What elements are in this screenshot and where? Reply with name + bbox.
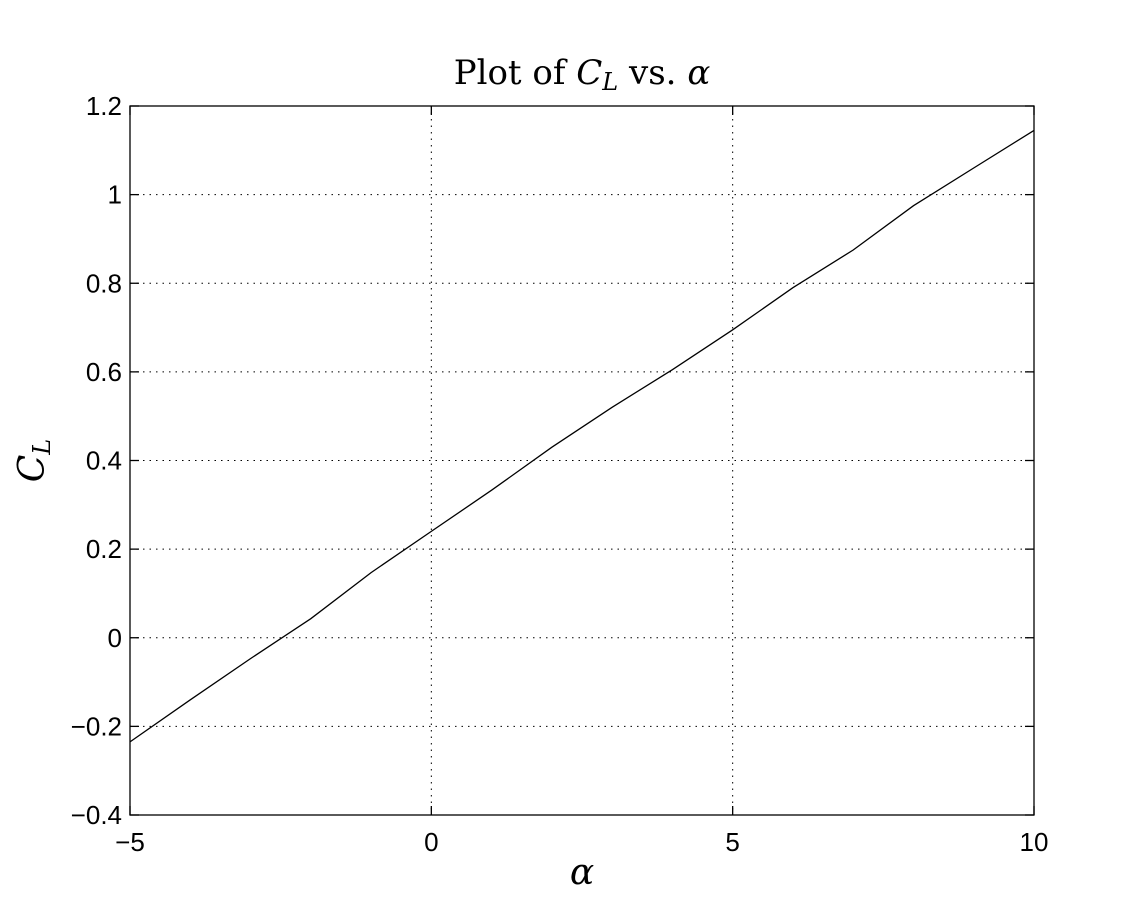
- title-middle: vs.: [618, 53, 687, 93]
- y-tick-label: 0: [108, 623, 122, 653]
- y-tick-label: −0.2: [71, 711, 122, 741]
- y-axis-label-sub: L: [28, 439, 56, 456]
- tick-layer: [129, 105, 1035, 816]
- x-tick-label: 5: [725, 827, 739, 857]
- x-tick-label: −5: [115, 827, 145, 857]
- y-tick-label: 0.8: [86, 268, 122, 298]
- title-prefix: Plot of: [454, 53, 577, 93]
- series-line: [129, 129, 1035, 743]
- x-tick-label: 10: [1020, 827, 1049, 857]
- title-var-main: C: [576, 53, 602, 93]
- chart-title: Plot of CL vs. α: [454, 53, 711, 96]
- y-tick-label: 0.4: [86, 446, 122, 476]
- title-var2: α: [687, 53, 710, 93]
- grid-layer: [130, 106, 1034, 815]
- y-axis-label-main: C: [12, 455, 53, 483]
- y-tick-label: 1.2: [86, 91, 122, 121]
- tick-label-layer: −5 0 5 10 −0.4 −0.2 0 0.2 0.4 0.6 0.8 1 1.2: [71, 91, 1049, 857]
- y-axis-label: CL: [12, 439, 56, 482]
- y-tick-label: 0.6: [86, 357, 122, 387]
- line-layer: [129, 129, 1035, 743]
- title-var-sub: L: [601, 68, 618, 96]
- x-axis-label: α: [570, 852, 594, 893]
- y-tick-label: 0.2: [86, 534, 122, 564]
- x-tick-label: 0: [424, 827, 438, 857]
- y-tick-label: −0.4: [71, 800, 122, 830]
- y-tick-label: 1: [108, 180, 122, 210]
